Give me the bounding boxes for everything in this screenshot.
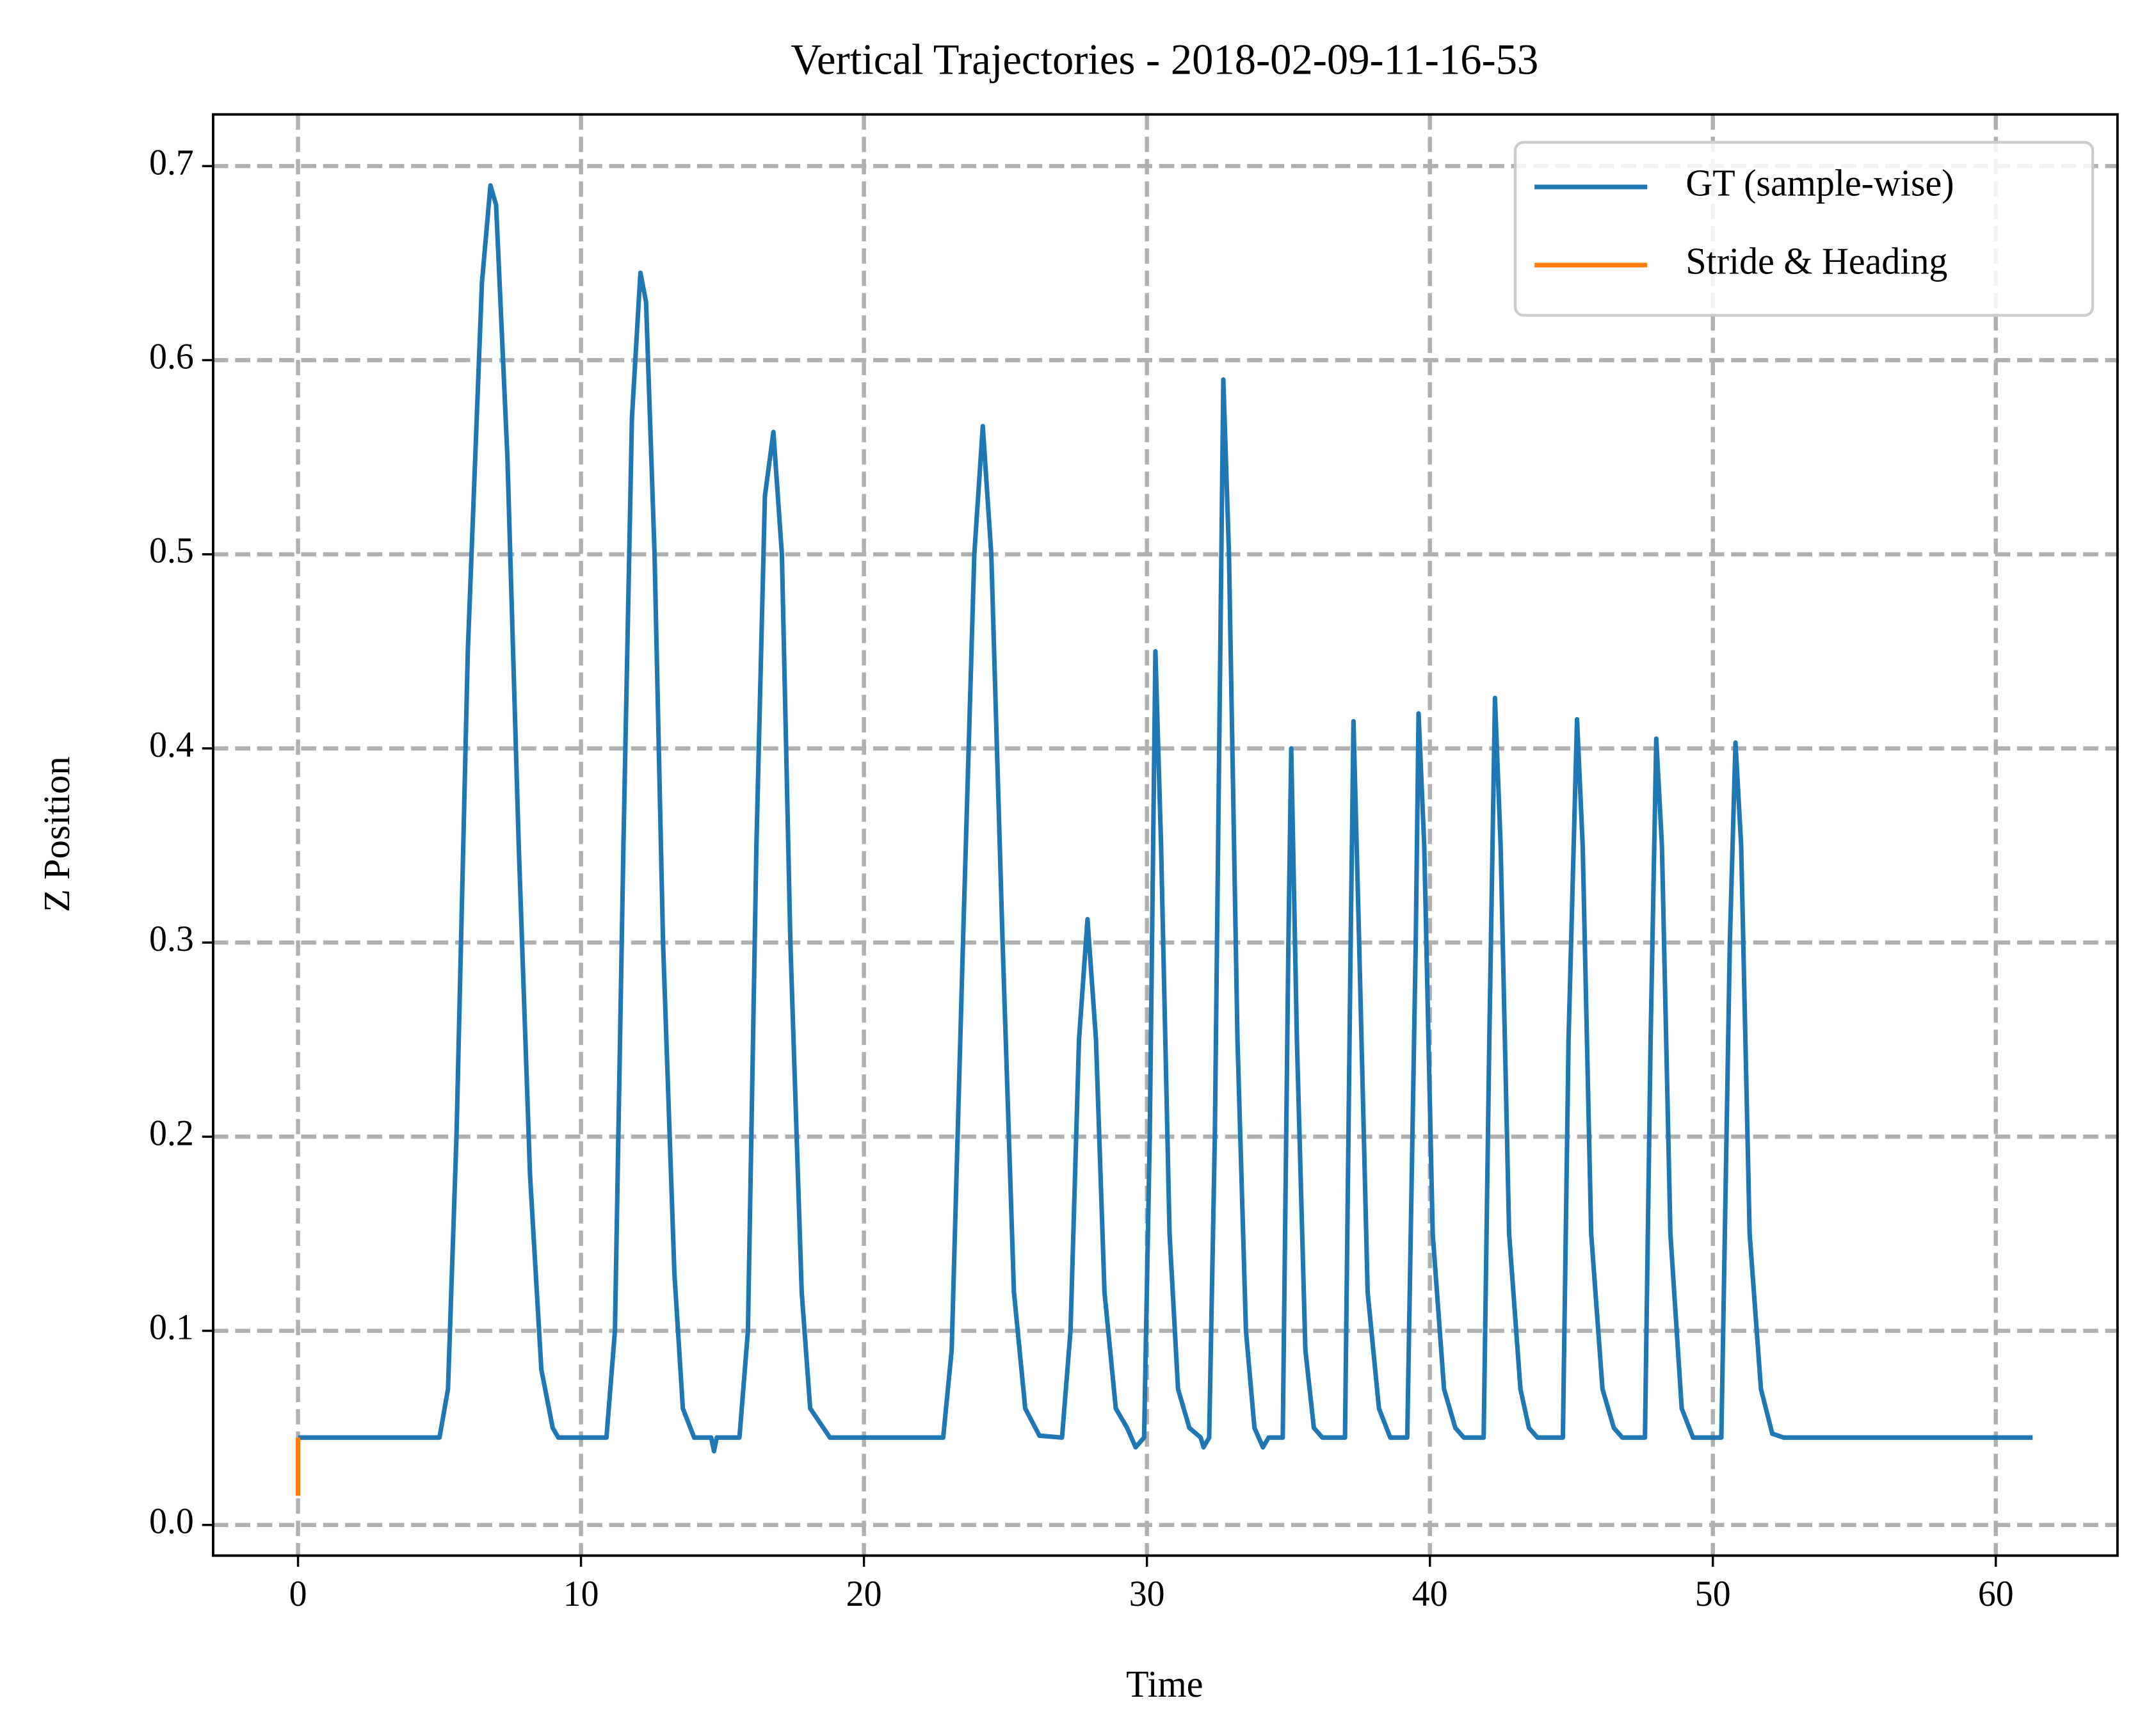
- y-tick-label: 0.2: [149, 1113, 194, 1153]
- x-tick-label: 50: [1695, 1574, 1731, 1614]
- x-tick-label: 0: [289, 1574, 307, 1614]
- y-axis-label: Z Position: [36, 756, 77, 912]
- legend-label: Stride & Heading: [1685, 240, 1947, 282]
- y-tick-label: 0.7: [149, 143, 194, 182]
- y-tick-label: 0.6: [149, 337, 194, 376]
- legend-box: [1513, 141, 2095, 317]
- y-tick-label: 0.4: [149, 725, 194, 765]
- x-tick-label: 10: [563, 1574, 599, 1614]
- y-tick-label: 0.3: [149, 919, 194, 959]
- y-tick-label: 0.0: [149, 1501, 194, 1541]
- plot-frame: [212, 113, 2119, 1557]
- x-tick-label: 20: [846, 1574, 882, 1614]
- legend-label: GT (sample-wise): [1685, 162, 1954, 204]
- x-axis-label: Time: [1126, 1663, 1203, 1705]
- x-tick-label: 60: [1978, 1574, 2014, 1614]
- y-tick-label: 0.1: [149, 1307, 194, 1347]
- x-tick-label: 40: [1412, 1574, 1448, 1614]
- chart-title: Vertical Trajectories - 2018-02-09-11-16…: [791, 35, 1538, 84]
- y-tick-label: 0.5: [149, 531, 194, 570]
- data-line: [298, 183, 2033, 1454]
- x-tick-label: 30: [1129, 1574, 1165, 1614]
